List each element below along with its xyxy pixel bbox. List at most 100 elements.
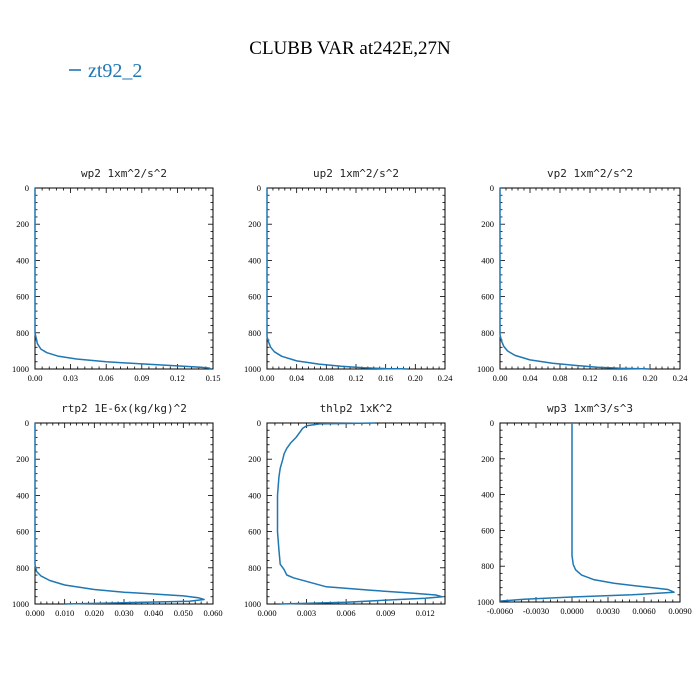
y-tick-label: 800 [16, 563, 29, 573]
x-tick-label: 0.009 [376, 608, 395, 618]
x-tick-label: 0.20 [408, 373, 423, 383]
y-tick-label: 600 [481, 525, 494, 535]
x-tick-label: 0.20 [643, 373, 658, 383]
y-tick-label: 600 [481, 292, 494, 302]
x-tick-label: 0.00 [493, 373, 508, 383]
x-tick-label: 0.24 [438, 373, 454, 383]
x-tick-label: 0.0090 [668, 606, 691, 616]
x-tick-label: -0.0060 [487, 606, 513, 616]
y-tick-label: 600 [16, 527, 29, 537]
x-tick-label: 0.24 [673, 373, 689, 383]
x-tick-label: 0.15 [206, 373, 221, 383]
x-tick-label: 0.00 [260, 373, 275, 383]
y-tick-label: 400 [16, 490, 29, 500]
plot-frame [266, 422, 446, 605]
y-tick-label: 800 [248, 328, 261, 338]
panel-title: rtp2 1E-6x(kg/kg)^2 [61, 402, 187, 415]
x-tick-label: 0.06 [99, 373, 114, 383]
plot-frame [499, 187, 681, 370]
panel-title: up2 1xm^2/s^2 [313, 167, 399, 180]
y-tick-label: 600 [248, 527, 261, 537]
y-tick-label: 400 [481, 490, 494, 500]
x-tick-label: 0.012 [416, 608, 435, 618]
y-tick-label: 200 [248, 219, 261, 229]
y-tick-label: 0 [257, 418, 261, 428]
y-tick-label: 200 [16, 454, 29, 464]
y-tick-label: 200 [481, 454, 494, 464]
x-tick-label: 0.08 [319, 373, 334, 383]
x-tick-label: 0.04 [289, 373, 305, 383]
x-tick-label: -0.0030 [523, 606, 549, 616]
y-tick-label: 800 [248, 563, 261, 573]
y-tick-label: 400 [481, 255, 494, 265]
x-tick-label: 0.040 [144, 608, 163, 618]
panel-title: thlp2 1xK^2 [320, 402, 393, 415]
y-tick-label: 1000 [244, 364, 261, 374]
y-tick-label: 1000 [477, 597, 494, 607]
y-tick-label: 600 [16, 292, 29, 302]
x-tick-label: 0.12 [349, 373, 364, 383]
y-tick-label: 1000 [12, 599, 29, 609]
x-tick-label: 0.030 [114, 608, 133, 618]
plot-frame [34, 187, 214, 370]
y-tick-label: 800 [481, 561, 494, 571]
x-tick-label: 0.0060 [632, 606, 655, 616]
x-tick-label: 0.12 [170, 373, 185, 383]
panel-6: wp3 1xm^3/s^3 0 200 400 600 800 1000-0.0060 -0.… [477, 402, 692, 616]
figure-title: CLUBB VAR at242E,27N [249, 38, 451, 59]
y-tick-label: 200 [481, 219, 494, 229]
x-tick-label: 0.16 [613, 373, 628, 383]
series-line [276, 422, 444, 605]
x-tick-label: 0.000 [257, 608, 276, 618]
plot-frame [499, 422, 681, 603]
y-tick-label: 0 [25, 418, 29, 428]
y-tick-label: 400 [248, 490, 261, 500]
x-tick-label: 0.060 [203, 608, 222, 618]
series-line [34, 188, 212, 370]
panel-title: vp2 1xm^2/s^2 [547, 167, 633, 180]
series-line [266, 188, 408, 370]
plot-frame [34, 422, 214, 605]
x-tick-label: 0.16 [378, 373, 393, 383]
y-tick-label: 200 [16, 219, 29, 229]
panel-4: rtp2 1E-6x(kg/kg)^2 0 200 400 600 800 10000.00… [12, 402, 223, 618]
x-tick-label: 0.050 [174, 608, 193, 618]
series-line [499, 423, 675, 602]
x-tick-label: 0.09 [134, 373, 149, 383]
x-tick-label: 0.04 [523, 373, 539, 383]
y-tick-label: 200 [248, 454, 261, 464]
x-tick-label: 0.000 [25, 608, 44, 618]
x-tick-label: 0.0030 [596, 606, 619, 616]
x-tick-label: 0.010 [55, 608, 74, 618]
series-line [34, 423, 205, 605]
x-tick-label: 0.006 [337, 608, 356, 618]
x-tick-label: 0.020 [85, 608, 104, 618]
x-tick-label: 0.00 [28, 373, 43, 383]
x-tick-label: 0.03 [63, 373, 78, 383]
y-tick-label: 0 [25, 183, 29, 193]
y-tick-label: 800 [481, 328, 494, 338]
y-tick-label: 800 [16, 328, 29, 338]
panel-title: wp3 1xm^3/s^3 [547, 402, 633, 415]
x-tick-label: 0.003 [297, 608, 316, 618]
panel-title: wp2 1xm^2/s^2 [81, 167, 167, 180]
legend: zt92_2 [69, 60, 142, 82]
series-line [499, 188, 651, 370]
y-tick-label: 400 [248, 255, 261, 265]
y-tick-label: 0 [490, 183, 494, 193]
x-tick-label: 0.0000 [560, 606, 583, 616]
y-tick-label: 600 [248, 292, 261, 302]
legend-label: zt92_2 [88, 60, 142, 82]
x-tick-label: 0.12 [583, 373, 598, 383]
y-tick-label: 1000 [244, 599, 261, 609]
y-tick-label: 400 [16, 255, 29, 265]
y-tick-label: 0 [257, 183, 261, 193]
plot-frame [266, 187, 446, 370]
x-tick-label: 0.08 [553, 373, 568, 383]
